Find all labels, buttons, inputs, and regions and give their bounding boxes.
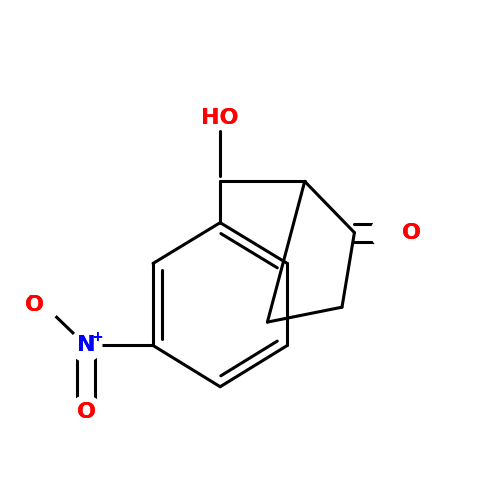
Text: O: O	[402, 222, 420, 242]
Text: O: O	[76, 402, 96, 421]
Text: O: O	[402, 222, 420, 242]
Circle shape	[70, 396, 102, 428]
Text: -: -	[28, 288, 34, 302]
Text: +: +	[91, 330, 102, 344]
Circle shape	[28, 289, 60, 320]
Text: HO: HO	[202, 108, 239, 128]
Text: N: N	[76, 336, 95, 355]
Text: HO: HO	[202, 108, 239, 128]
Circle shape	[70, 330, 102, 362]
Circle shape	[371, 216, 402, 248]
Text: O: O	[24, 294, 44, 314]
Text: O: O	[24, 294, 44, 314]
Text: +: +	[91, 330, 102, 344]
Text: -: -	[28, 288, 34, 302]
Text: N: N	[76, 336, 95, 355]
Text: O: O	[76, 402, 96, 421]
